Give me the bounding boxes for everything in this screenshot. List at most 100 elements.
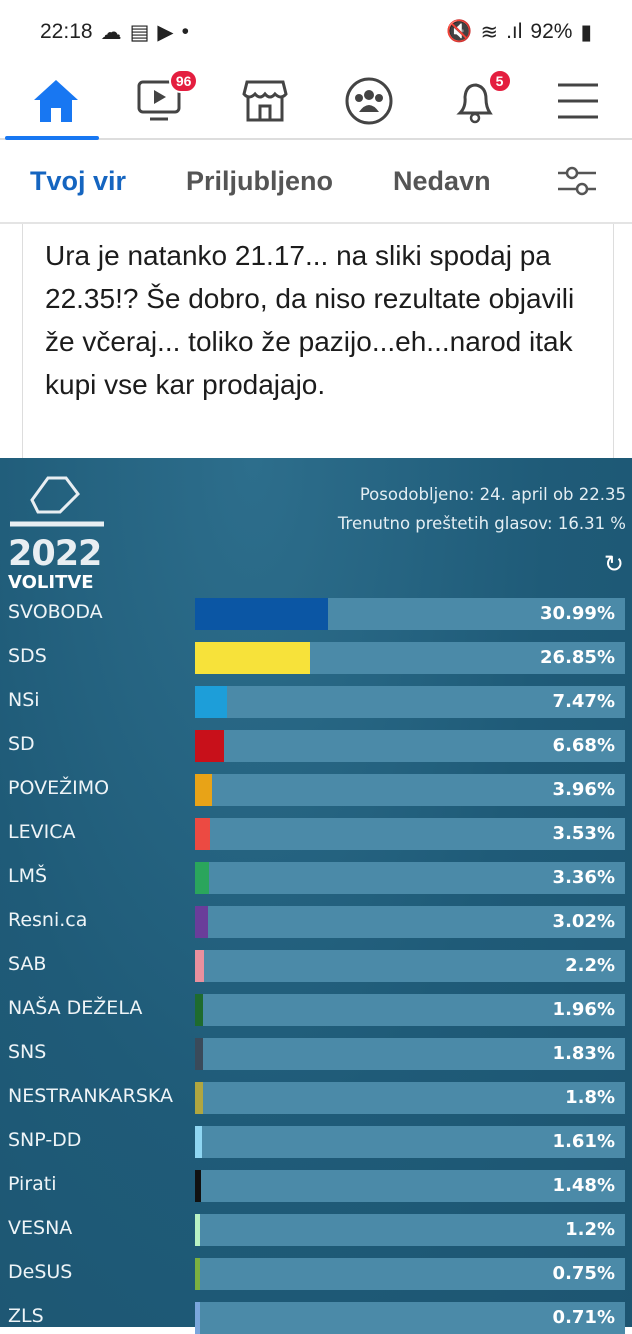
tab-nedavno[interactable]: Nedavn [393,165,491,196]
bar-value-label: 1.61% [552,1131,615,1152]
updated-time: Posodobljeno: 24. april ob 22.35 [359,485,626,504]
bar-fill [195,950,205,982]
party-row: LMŠ 3.36% [0,862,632,894]
bar-value-label: 1.48% [552,1175,615,1196]
feed-tabs: Tvoj vir Priljubljeno Nedavn [0,140,632,224]
bar-value-label: 30.99% [540,603,615,624]
party-row: LEVICA 3.53% [0,818,632,850]
party-row: Pirati 1.48% [0,1170,632,1202]
election-results-image: 2022 VOLITVE Posodobljeno: 24. april ob … [0,458,632,1334]
party-name: VESNA [8,1217,73,1239]
party-row: SNP-DD 1.61% [0,1126,632,1158]
bar-value-label: 1.83% [552,1043,615,1064]
groups-button[interactable] [341,73,397,129]
bell-icon [455,83,493,124]
bar-value-label: 0.71% [552,1307,615,1328]
bar-track: 1.48% [195,1170,625,1202]
clock: 22:18 [40,20,93,43]
sliders-icon [558,166,596,196]
party-name: Pirati [8,1173,57,1195]
party-row: SD 6.68% [0,730,632,762]
party-row: NESTRANKARSKA 1.8% [0,1082,632,1114]
bar-value-label: 3.53% [552,823,615,844]
bar-fill [195,862,210,894]
bar-fill [195,1258,200,1290]
calendar-icon: ▤ [129,20,150,44]
home-button[interactable] [28,73,84,129]
party-name: NSi [8,689,40,711]
marketplace-button[interactable] [237,73,293,129]
bar-track: 3.53% [195,818,625,850]
bar-track: 1.8% [195,1082,625,1114]
logo-year: 2022 [8,534,102,574]
counted-votes: Trenutno preštetih glasov: 16.31 % [337,514,626,533]
party-name: POVEŽIMO [8,777,110,799]
bar-fill [195,730,224,762]
bar-fill [195,686,228,718]
status-bar: 22:18 ☁ ▤ ▶ • 🔇 ≋ .ıl 92% ▮ [0,0,632,64]
bar-fill [195,642,311,674]
home-icon [34,80,78,122]
bar-track: 1.96% [195,994,625,1026]
bar-fill [195,1302,200,1334]
tab-tvoj-vir[interactable]: Tvoj vir [30,165,127,196]
active-tab-indicator [5,136,99,140]
notifications-button[interactable]: 5 [446,69,512,129]
video-icon [137,80,181,121]
update-info: Posodobljeno: 24. april ob 22.35 Trenutn… [338,480,626,538]
bar-track: 7.47% [195,686,625,718]
party-row: NSi 7.47% [0,686,632,718]
menu-button[interactable] [550,73,606,129]
bar-value-label: 1.8% [565,1087,615,1108]
party-row: POVEŽIMO 3.96% [0,774,632,806]
video-badge: 96 [168,69,199,93]
bar-track: 1.83% [195,1038,625,1070]
party-name: LEVICA [8,821,76,843]
logo-word: VOLITVE [8,572,94,593]
party-name: SVOBODA [8,601,103,623]
bar-track: 30.99% [195,598,625,630]
bar-value-label: 1.96% [552,999,615,1020]
party-name: ZLS [8,1305,44,1327]
party-row: SAB 2.2% [0,950,632,982]
party-row: SDS 26.85% [0,642,632,674]
bar-fill [195,994,204,1026]
tab-priljubljeno[interactable]: Priljubljeno [186,165,334,196]
cloud-icon: ☁ [100,20,122,44]
top-nav: 96 5 [0,64,632,140]
party-row: VESNA 1.2% [0,1214,632,1246]
filter-button[interactable] [556,164,598,205]
party-row: Resni.ca 3.02% [0,906,632,938]
bar-value-label: 0.75% [552,1263,615,1284]
wifi-icon: ≋ [480,20,499,44]
bar-value-label: 3.36% [552,867,615,888]
bar-fill [195,1126,202,1158]
volitve-logo: 2022 VOLITVE [8,472,108,593]
bar-track: 3.36% [195,862,625,894]
bar-fill [195,774,213,806]
bar-fill [195,1038,203,1070]
party-row: NAŠA DEŽELA 1.96% [0,994,632,1026]
hamburger-icon [557,83,598,119]
bar-track: 1.61% [195,1126,625,1158]
party-name: SNP-DD [8,1129,82,1151]
signal-icon: .ıl [506,20,523,43]
bar-value-label: 3.02% [552,911,615,932]
bar-track: 6.68% [195,730,625,762]
refresh-icon[interactable]: ↻ [603,550,624,578]
bar-fill [195,1170,202,1202]
party-name: DeSUS [8,1261,73,1283]
bar-track: 3.02% [195,906,625,938]
battery-icon: ▮ [580,20,592,44]
bar-track: 0.71% [195,1302,625,1334]
bar-fill [195,818,211,850]
party-name: NAŠA DEŽELA [8,997,143,1019]
party-row: DeSUS 0.75% [0,1258,632,1290]
groups-icon [345,77,393,125]
watch-button[interactable]: 96 [132,69,199,129]
ballot-box-icon [10,476,104,527]
bar-value-label: 6.68% [552,735,615,756]
bar-value-label: 7.47% [552,691,615,712]
party-row: SNS 1.83% [0,1038,632,1070]
party-row: ZLS 0.71% [0,1302,632,1334]
